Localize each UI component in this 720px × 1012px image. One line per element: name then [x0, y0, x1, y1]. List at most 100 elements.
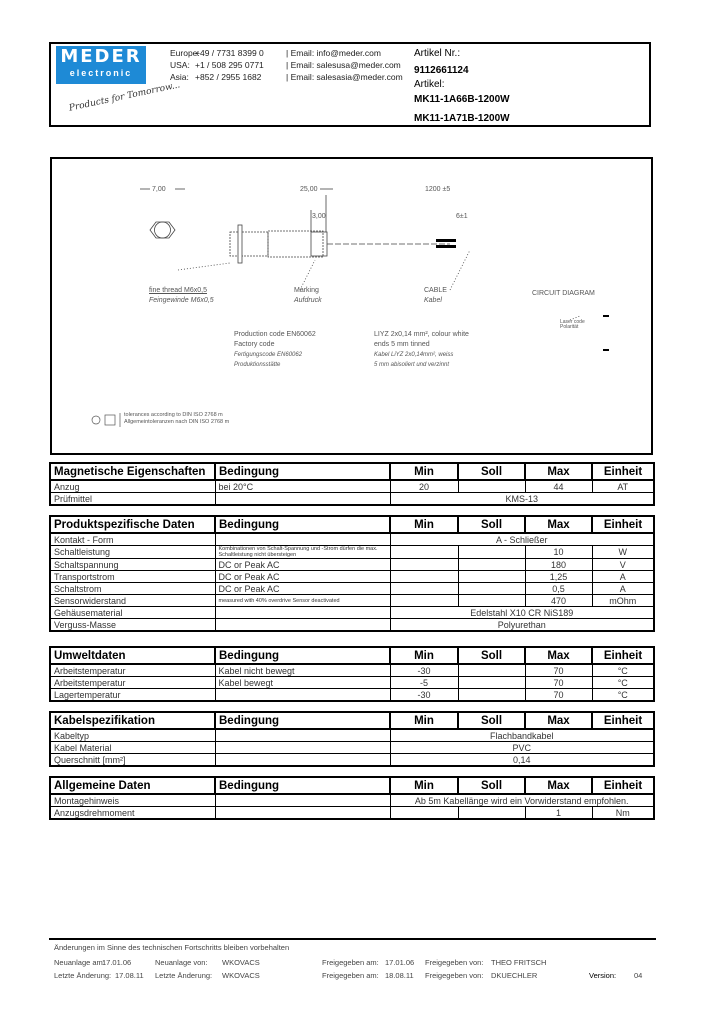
table-row: Kabel Material PVC [49, 741, 655, 754]
footer-value: 17.08.11 [115, 971, 144, 980]
column-header-bedingung: Bedingung [214, 515, 391, 534]
row-min [389, 806, 459, 820]
contact-email[interactable]: | Email: salesasia@meder.com [286, 72, 403, 82]
row-max: 10 [524, 545, 593, 559]
marking-label-de: Aufdruck [294, 297, 322, 304]
table-row: Anzug bei 20°C 20 44 AT [49, 479, 655, 493]
dimension-label: 3,00 [312, 213, 326, 220]
row-condition [214, 492, 391, 506]
circuit-note: Laser code Polarität [560, 319, 585, 330]
row-label: Arbeitstemperatur [49, 676, 216, 689]
header-frame [49, 42, 651, 127]
column-header-max: Max [524, 646, 593, 665]
column-header-soll: Soll [457, 462, 526, 481]
technical-drawing [91, 188, 609, 427]
row-condition: DC or Peak AC [214, 558, 391, 571]
table-title: Umweltdaten [49, 646, 216, 665]
footer-label: Freigegeben von: [425, 958, 484, 967]
contact-region: Asia: [170, 72, 189, 82]
row-value: Flachbandkabel [389, 728, 655, 742]
row-soll [457, 806, 526, 820]
table-row: Anzugsdrehmoment 1 Nm [49, 806, 655, 820]
column-header-max: Max [524, 776, 593, 795]
table-row: Sensorwiderstand measured with 40% overdr… [49, 594, 655, 607]
contact-phone: +49 / 7731 8399 0 [195, 48, 264, 58]
row-min: -5 [389, 676, 459, 689]
table-row: Arbeitstemperatur Kabel bewegt -5 70 °C [49, 676, 655, 689]
row-condition [214, 688, 391, 702]
row-soll [457, 479, 526, 493]
column-header-bedingung: Bedingung [214, 646, 391, 665]
column-header-max: Max [524, 515, 593, 534]
footer-note: Änderungen im Sinne des technischen Fort… [54, 943, 290, 952]
row-condition: Kabel bewegt [214, 676, 391, 689]
factory-code-label-de: Produktionsstätte [234, 362, 281, 368]
cable-end-wire [436, 239, 456, 242]
spec-table: Kabelspezifikation Bedingung Min Soll Max Ein… [49, 711, 655, 767]
row-soll [457, 663, 526, 677]
contact-email[interactable]: | Email: info@meder.com [286, 48, 381, 58]
row-condition [214, 793, 391, 807]
version-label: Version: [589, 971, 617, 980]
footer-value: 17.01.06 [102, 958, 132, 967]
column-header-unit: Einheit [591, 711, 655, 730]
contact-region: Europe: [170, 48, 200, 58]
table-row: Querschnitt [mm²] 0,14 [49, 753, 655, 767]
row-max: 1 [524, 806, 593, 820]
row-label: Kontakt - Form [49, 532, 216, 546]
column-header-min: Min [389, 776, 459, 795]
spec-table: Produktspezifische Daten Bedingung Min Soll… [49, 515, 655, 632]
cable-spec-de: 5 mm abisoliert und verzinnt [374, 362, 450, 368]
marking-label: Marking [294, 287, 319, 294]
row-label: Querschnitt [mm²] [49, 753, 216, 767]
table-row: Kabeltyp Flachbandkabel [49, 728, 655, 742]
column-header-unit: Einheit [591, 515, 655, 534]
row-label: Verguss-Masse [49, 618, 216, 632]
row-value: KMS-13 [389, 492, 655, 506]
table-row: Arbeitstemperatur Kabel nicht bewegt -30 70… [49, 663, 655, 677]
row-soll [457, 558, 526, 571]
row-label: Prüfmittel [49, 492, 216, 506]
row-condition: Kabel nicht bewegt [214, 663, 391, 677]
row-soll [457, 676, 526, 689]
row-max: 470 [524, 594, 593, 607]
column-header-max: Max [524, 711, 593, 730]
row-max: 1,25 [524, 570, 593, 583]
artikel-block: Artikel Nr.: 9112661124 Artikel: MK11-1A… [414, 48, 510, 125]
row-unit: °C [591, 663, 655, 677]
row-unit: A [591, 582, 655, 595]
row-soll [457, 545, 526, 559]
cable-spec-de: Kabel LiYZ 2x0,14mm², weiss [374, 352, 454, 358]
table-row: Transportstrom DC or Peak AC 1,25 A [49, 570, 655, 583]
spec-table: Umweltdaten Bedingung Min Soll Max Einheit Arb… [49, 646, 655, 702]
row-min [389, 570, 459, 583]
column-header-soll: Soll [457, 711, 526, 730]
contact-regions: Europe: USA: Asia: [170, 47, 200, 83]
contact-email[interactable]: | Email: salesusa@meder.com [286, 60, 401, 70]
dimension-label: 6±1 [456, 213, 468, 220]
tolerance-note-de: Allgemeintoleranzen nach DIN ISO 2768 m [124, 419, 230, 425]
column-header-min: Min [389, 462, 459, 481]
row-label: Schaltstrom [49, 582, 216, 595]
row-condition: bei 20°C [214, 479, 391, 493]
row-unit: mOhm [591, 594, 655, 607]
row-condition [214, 618, 391, 632]
contact-phones: +49 / 7731 8399 0 +1 / 508 295 0771 +852… [195, 47, 264, 83]
row-label: Lagertemperatur [49, 688, 216, 702]
row-unit: °C [591, 676, 655, 689]
row-value: PVC [389, 741, 655, 754]
row-unit: A [591, 570, 655, 583]
table-row: Schaltspannung DC or Peak AC 180 V [49, 558, 655, 571]
row-max: 70 [524, 676, 593, 689]
row-label: Kabel Material [49, 741, 216, 754]
version-value: 04 [634, 971, 643, 980]
row-min [389, 594, 459, 607]
thread-label: fine thread M6x0,5 [149, 287, 207, 294]
row-unit: V [591, 558, 655, 571]
footer-value: WKOVACS [222, 971, 260, 980]
table-title: Allgemeine Daten [49, 776, 216, 795]
row-unit: W [591, 545, 655, 559]
table-row: Verguss-Masse Polyurethan [49, 618, 655, 632]
row-soll [457, 594, 526, 607]
footer-label: Neuanlage am: [54, 958, 105, 967]
